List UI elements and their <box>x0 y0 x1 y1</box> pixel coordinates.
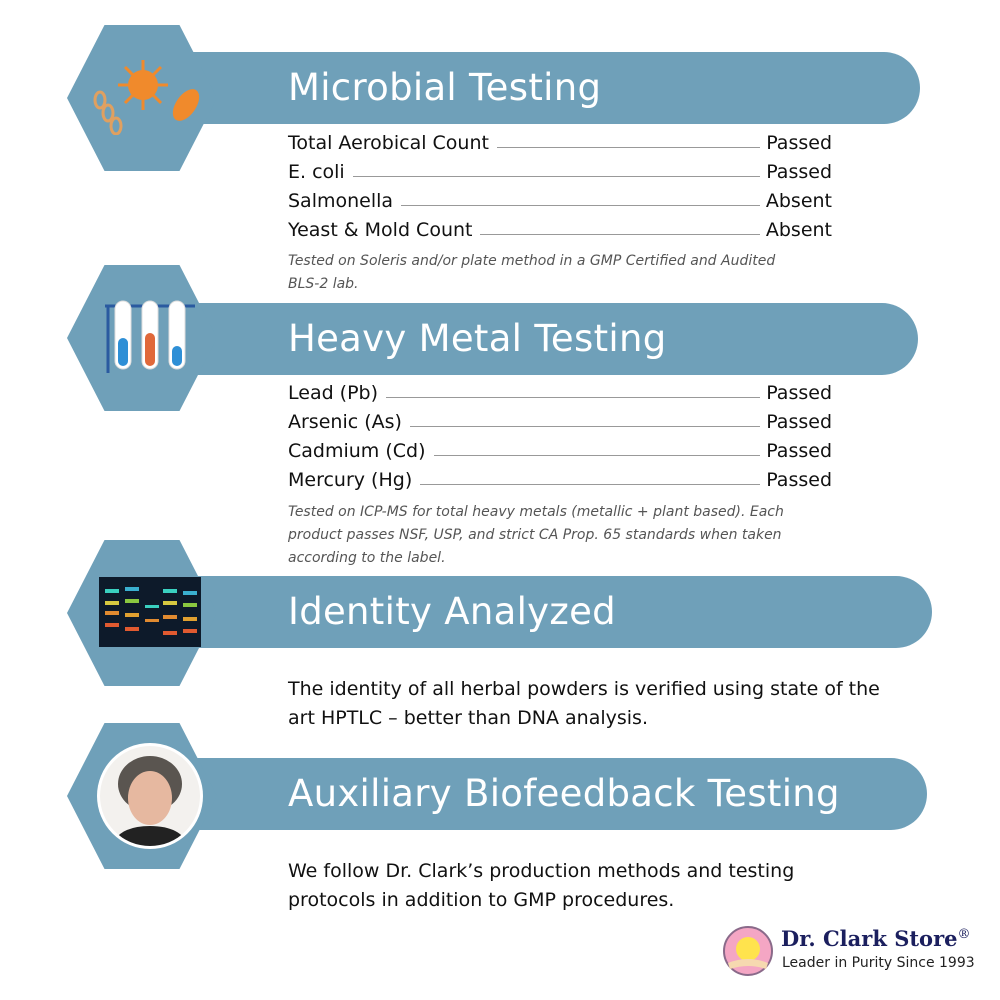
logo-tagline: Leader in Purity Since 1993 <box>782 955 975 971</box>
test-label: E. coli <box>288 161 345 183</box>
registered-mark: ® <box>957 927 971 942</box>
test-tubes-icon <box>105 300 195 373</box>
heavy-metal-banner <box>180 303 918 375</box>
leader-line <box>433 454 761 456</box>
test-label: Total Aerobical Count <box>288 132 489 154</box>
test-result: Absent <box>765 219 832 241</box>
test-result: Passed <box>766 440 832 462</box>
section-title: Heavy Metal Testing <box>288 317 667 360</box>
microbe-icon <box>93 60 200 135</box>
test-result: Passed <box>766 411 832 433</box>
leader-line <box>496 146 761 148</box>
leader-line <box>401 204 760 206</box>
test-result: Passed <box>766 382 832 404</box>
test-label: Salmonella <box>288 190 394 212</box>
section-text: The identity of all herbal powders is ve… <box>288 678 880 729</box>
section-text: We follow Dr. Clark’s production methods… <box>288 860 795 911</box>
leader-line <box>386 396 761 398</box>
logo-name-text: Dr. Clark Store <box>781 926 958 951</box>
section-title: Identity Analyzed <box>288 590 616 633</box>
leader-line <box>352 175 761 177</box>
test-row: Salmonella Absent <box>288 187 832 215</box>
test-result: Passed <box>766 132 832 154</box>
leader-line <box>409 425 761 427</box>
test-row: Total Aerobical Count Passed <box>288 129 832 157</box>
portrait-photo <box>97 743 203 849</box>
test-result: Passed <box>766 161 832 183</box>
test-note: Tested on ICP-MS for total heavy metals … <box>288 504 784 566</box>
section-title: Auxiliary Biofeedback Testing <box>288 772 840 815</box>
microbial-banner <box>180 52 920 124</box>
section-title: Microbial Testing <box>288 66 602 109</box>
test-row: Yeast & Mold Count Absent <box>288 216 832 244</box>
test-result: Passed <box>766 469 832 491</box>
hptlc-plate-icon <box>99 577 201 647</box>
test-row: Arsenic (As) Passed <box>288 408 832 436</box>
leader-line <box>480 233 760 235</box>
test-row: E. coli Passed <box>288 158 832 186</box>
test-label: Yeast & Mold Count <box>288 219 473 241</box>
leader-line <box>420 483 761 485</box>
test-row: Cadmium (Cd) Passed <box>288 437 832 465</box>
test-result: Absent <box>765 190 832 212</box>
biofeedback-banner <box>180 758 927 830</box>
identity-banner <box>180 576 932 648</box>
test-row: Mercury (Hg) Passed <box>288 466 832 494</box>
test-label: Cadmium (Cd) <box>288 440 426 462</box>
dr-clark-store-logo-icon <box>723 926 773 976</box>
test-label: Mercury (Hg) <box>288 469 413 491</box>
test-note: Tested on Soleris and/or plate method in… <box>288 253 776 292</box>
logo-name: Dr. Clark Store® <box>781 926 971 951</box>
test-label: Lead (Pb) <box>288 382 379 404</box>
test-label: Arsenic (As) <box>288 411 402 433</box>
test-row: Lead (Pb) Passed <box>288 379 832 407</box>
